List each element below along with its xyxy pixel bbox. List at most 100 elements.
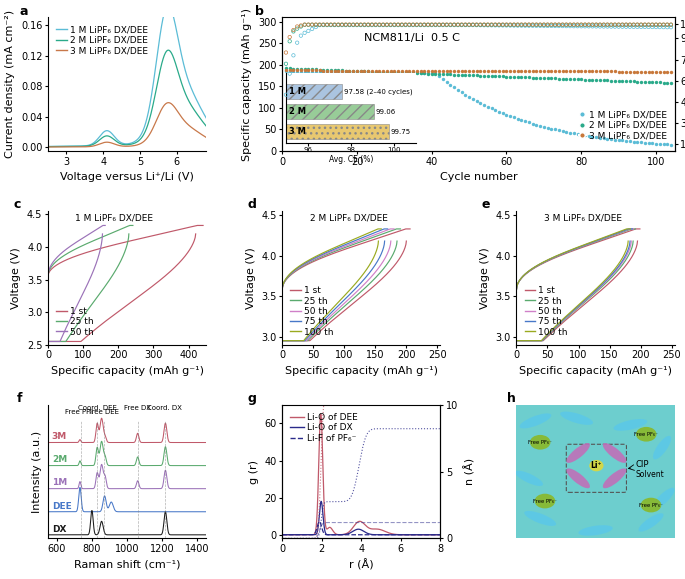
Point: [382, 20, 393, 30]
Point: [348, 20, 359, 29]
Legend: Li-O of DEE, Li-O of DX, Li-F of PF₆⁻: Li-O of DEE, Li-O of DX, Li-F of PF₆⁻: [287, 409, 361, 446]
Point: [497, 21, 508, 30]
Point: [452, 20, 463, 29]
Point: [467, 20, 478, 30]
Point: [564, 75, 575, 84]
Text: Free PF₆⁻: Free PF₆⁻: [639, 503, 663, 508]
Text: Solvent: Solvent: [635, 470, 664, 479]
Point: [666, 78, 677, 87]
Point: [456, 67, 467, 76]
Point: [382, 20, 393, 30]
Point: [430, 20, 441, 29]
Point: [535, 67, 546, 76]
Point: [307, 20, 318, 29]
Point: [628, 77, 639, 86]
Point: [295, 64, 306, 74]
Point: [516, 21, 527, 30]
Point: [666, 67, 677, 76]
Point: [280, 64, 291, 73]
Text: 1 M LiPF₆ DX/DEE: 1 M LiPF₆ DX/DEE: [75, 214, 153, 222]
Point: [606, 67, 616, 76]
Point: [464, 67, 475, 76]
Point: [299, 66, 310, 75]
Point: [587, 20, 598, 30]
Point: [449, 20, 460, 29]
Point: [564, 20, 575, 30]
Point: [590, 20, 601, 30]
Point: [482, 21, 493, 30]
Point: [325, 66, 336, 75]
Point: [621, 22, 632, 31]
Point: [527, 67, 538, 76]
Point: [535, 74, 546, 83]
Point: [625, 76, 636, 86]
Point: [460, 20, 471, 29]
Point: [501, 110, 512, 119]
Point: [397, 68, 408, 77]
Point: [419, 20, 429, 30]
Point: [471, 20, 482, 30]
Point: [617, 20, 628, 29]
Point: [482, 20, 493, 30]
Point: [389, 20, 400, 29]
Point: [527, 20, 538, 30]
Point: [299, 68, 310, 77]
Point: [336, 20, 347, 30]
Point: [494, 21, 505, 30]
Point: [516, 67, 527, 76]
Point: [359, 20, 370, 29]
Point: [333, 20, 344, 30]
Point: [613, 20, 624, 30]
Point: [404, 20, 415, 29]
Point: [456, 70, 467, 79]
Ellipse shape: [653, 488, 675, 509]
Point: [561, 20, 572, 30]
Ellipse shape: [560, 412, 593, 425]
Point: [647, 20, 658, 30]
X-axis label: Specific capacity (mAh g⁻¹): Specific capacity (mAh g⁻¹): [285, 366, 438, 376]
Point: [639, 20, 650, 29]
Point: [288, 67, 299, 76]
Point: [426, 68, 437, 77]
Point: [561, 74, 572, 83]
Point: [497, 20, 508, 30]
Point: [397, 20, 408, 29]
Point: [561, 67, 572, 76]
Point: [325, 20, 336, 30]
Point: [452, 67, 463, 76]
Point: [288, 64, 299, 73]
Point: [359, 68, 370, 77]
Point: [542, 20, 553, 30]
Point: [385, 66, 396, 75]
Point: [303, 26, 314, 35]
Point: [501, 20, 512, 30]
Point: [325, 65, 336, 75]
Point: [329, 68, 340, 77]
Ellipse shape: [515, 471, 543, 486]
Point: [542, 21, 553, 31]
Point: [295, 66, 306, 75]
Point: [647, 67, 658, 76]
Point: [576, 75, 587, 84]
Point: [366, 66, 377, 75]
Point: [445, 80, 456, 90]
Point: [321, 20, 332, 30]
Point: [336, 66, 347, 75]
Point: [479, 20, 490, 30]
Point: [546, 124, 557, 133]
Point: [520, 67, 531, 76]
Point: [598, 20, 609, 30]
Ellipse shape: [578, 525, 613, 536]
Point: [520, 20, 531, 29]
Point: [583, 75, 594, 85]
Point: [617, 76, 628, 86]
Point: [460, 71, 471, 80]
Point: [610, 67, 621, 76]
Point: [318, 66, 329, 75]
Point: [471, 96, 482, 105]
Point: [382, 68, 393, 77]
Point: [408, 20, 419, 29]
Point: [449, 67, 460, 76]
Point: [430, 66, 441, 75]
Point: [666, 20, 677, 30]
